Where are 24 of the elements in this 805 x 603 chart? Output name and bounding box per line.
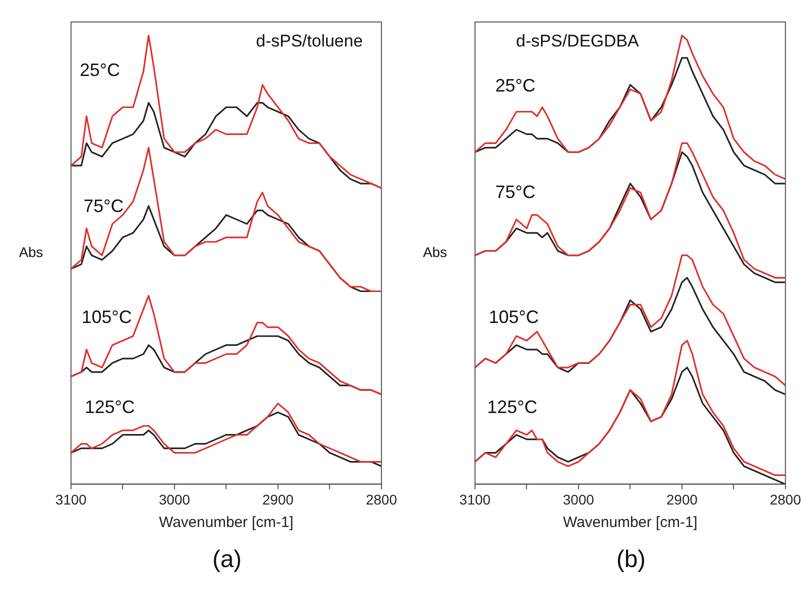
x-tick-label: 2800 bbox=[770, 491, 802, 508]
x-tick-label: 3100 bbox=[459, 491, 491, 508]
y-axis-title: Abs bbox=[18, 244, 44, 260]
y-axis-title: Abs bbox=[422, 244, 448, 260]
x-tick-label: 2800 bbox=[366, 491, 398, 508]
x-axis-title: Wavenumber [cm-1] bbox=[158, 514, 294, 532]
x-tick-label: 3000 bbox=[158, 491, 190, 508]
x-tick-label: 2900 bbox=[666, 491, 698, 508]
x-axis-title: Wavenumber [cm-1] bbox=[562, 514, 698, 532]
text: (b) bbox=[615, 546, 647, 574]
chart-title: d-sPS/DEGDBA bbox=[516, 32, 640, 51]
chart-title: d-sPS/toluene bbox=[256, 32, 363, 51]
annotation: 125°C bbox=[84, 396, 135, 417]
x-tick-label: 3000 bbox=[562, 491, 594, 508]
annotation: 75°C bbox=[495, 182, 536, 202]
annotation: 105°C bbox=[488, 306, 539, 327]
annotation: 25°C bbox=[80, 60, 120, 80]
x-tick-label: 3100 bbox=[55, 491, 87, 508]
annotation: 75°C bbox=[83, 196, 124, 216]
annotation: 105°C bbox=[82, 306, 132, 327]
text: (a) bbox=[211, 546, 243, 574]
annotation: 25°C bbox=[495, 76, 536, 96]
x-tick-label: 2900 bbox=[262, 491, 294, 508]
annotation: 125°C bbox=[487, 396, 538, 417]
